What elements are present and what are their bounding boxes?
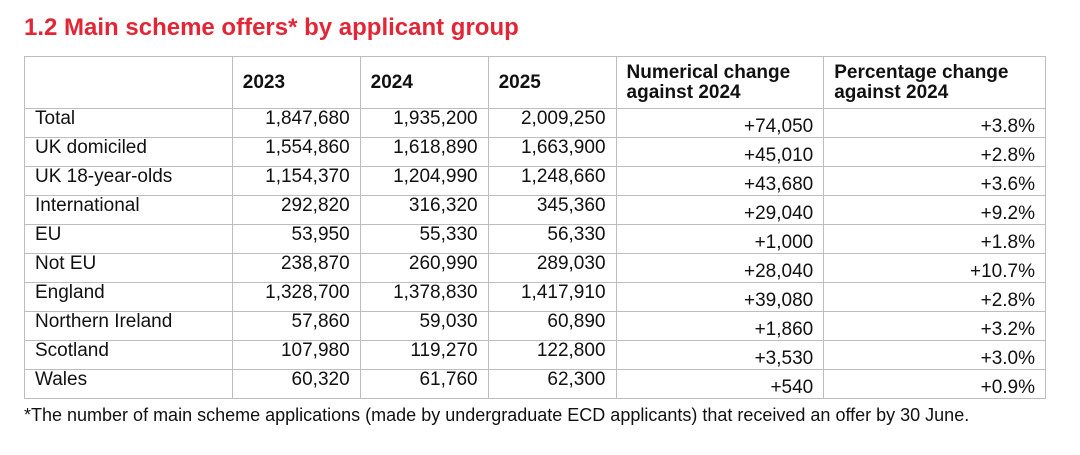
value-2024: 1,935,200 xyxy=(359,108,489,138)
row-label: Wales xyxy=(24,369,233,399)
value-2023: 1,328,700 xyxy=(231,282,361,312)
value-2023: 53,950 xyxy=(231,224,361,254)
percentage-change: +3.6% xyxy=(823,166,1046,196)
table-row: Not EU 238,870 260,990 289,030 +28,040 +10.7% xyxy=(24,253,1046,283)
row-label: Northern Ireland xyxy=(24,311,233,341)
percentage-change: +3.0% xyxy=(823,340,1046,370)
numerical-change: +1,000 xyxy=(615,224,825,254)
value-2023: 1,554,860 xyxy=(231,137,361,167)
row-label: Not EU xyxy=(24,253,233,283)
header-2025: 2025 xyxy=(487,56,617,109)
table-row: UK 18-year-olds 1,154,370 1,204,990 1,248,6… xyxy=(24,166,1046,196)
numerical-change: +540 xyxy=(615,369,825,399)
percentage-change: +3.2% xyxy=(823,311,1046,341)
header-row: 2023 2024 2025 Numerical change against … xyxy=(24,56,1046,109)
value-2024: 119,270 xyxy=(359,340,489,370)
numerical-change: +43,680 xyxy=(615,166,825,196)
table-row: UK domiciled 1,554,860 1,618,890 1,663,900 +… xyxy=(24,137,1046,167)
value-2024: 260,990 xyxy=(359,253,489,283)
section-title: 1.2 Main scheme offers* by applicant gro… xyxy=(24,14,519,41)
table-row: England 1,328,700 1,378,830 1,417,910 +39,08… xyxy=(24,282,1046,312)
table-row: Scotland 107,980 119,270 122,800 +3,530 +3.0% xyxy=(24,340,1046,370)
numerical-change: +3,530 xyxy=(615,340,825,370)
header-group xyxy=(24,56,233,109)
value-2023: 238,870 xyxy=(231,253,361,283)
value-2024: 59,030 xyxy=(359,311,489,341)
value-2024: 1,378,830 xyxy=(359,282,489,312)
numerical-change: +74,050 xyxy=(615,108,825,138)
value-2025: 56,330 xyxy=(487,224,617,254)
row-label: International xyxy=(24,195,233,225)
row-label: EU xyxy=(24,224,233,254)
percentage-change: +1.8% xyxy=(823,224,1046,254)
value-2024: 1,618,890 xyxy=(359,137,489,167)
value-2023: 107,980 xyxy=(231,340,361,370)
value-2024: 55,330 xyxy=(359,224,489,254)
footnote: *The number of main scheme applications … xyxy=(24,405,970,425)
percentage-change: +9.2% xyxy=(823,195,1046,225)
value-2025: 122,800 xyxy=(487,340,617,370)
row-label: UK 18-year-olds xyxy=(24,166,233,196)
value-2023: 1,847,680 xyxy=(231,108,361,138)
offers-table: 2023 2024 2025 Numerical change against … xyxy=(24,56,1046,399)
row-label: UK domiciled xyxy=(24,137,233,167)
numerical-change: +45,010 xyxy=(615,137,825,167)
value-2025: 1,417,910 xyxy=(487,282,617,312)
value-2023: 292,820 xyxy=(231,195,361,225)
percentage-change: +2.8% xyxy=(823,282,1046,312)
percentage-change: +10.7% xyxy=(823,253,1046,283)
value-2023: 60,320 xyxy=(231,369,361,399)
percentage-change: +3.8% xyxy=(823,108,1046,138)
table-row: Wales 60,320 61,760 62,300 +540 +0.9% xyxy=(24,369,1046,399)
row-label: Scotland xyxy=(24,340,233,370)
table-row: International 292,820 316,320 345,360 +29,04… xyxy=(24,195,1046,225)
value-2023: 1,154,370 xyxy=(231,166,361,196)
header-2024: 2024 xyxy=(359,56,489,109)
row-label: England xyxy=(24,282,233,312)
header-2023: 2023 xyxy=(231,56,361,109)
numerical-change: +29,040 xyxy=(615,195,825,225)
value-2025: 289,030 xyxy=(487,253,617,283)
table-row: Northern Ireland 57,860 59,030 60,890 +1,860… xyxy=(24,311,1046,341)
value-2025: 345,360 xyxy=(487,195,617,225)
numerical-change: +39,080 xyxy=(615,282,825,312)
value-2024: 1,204,990 xyxy=(359,166,489,196)
value-2025: 1,663,900 xyxy=(487,137,617,167)
table-row: Total 1,847,680 1,935,200 2,009,250 +74,050 +… xyxy=(24,108,1046,138)
numerical-change: +28,040 xyxy=(615,253,825,283)
numerical-change: +1,860 xyxy=(615,311,825,341)
table-row: EU 53,950 55,330 56,330 +1,000 +1.8% xyxy=(24,224,1046,254)
value-2025: 60,890 xyxy=(487,311,617,341)
value-2024: 61,760 xyxy=(359,369,489,399)
header-numerical-change: Numerical change against 2024 xyxy=(615,56,825,109)
value-2024: 316,320 xyxy=(359,195,489,225)
value-2025: 2,009,250 xyxy=(487,108,617,138)
value-2025: 62,300 xyxy=(487,369,617,399)
value-2025: 1,248,660 xyxy=(487,166,617,196)
header-percentage-change: Percentage change against 2024 xyxy=(823,56,1046,109)
value-2023: 57,860 xyxy=(231,311,361,341)
percentage-change: +2.8% xyxy=(823,137,1046,167)
row-label: Total xyxy=(24,108,233,138)
percentage-change: +0.9% xyxy=(823,369,1046,399)
